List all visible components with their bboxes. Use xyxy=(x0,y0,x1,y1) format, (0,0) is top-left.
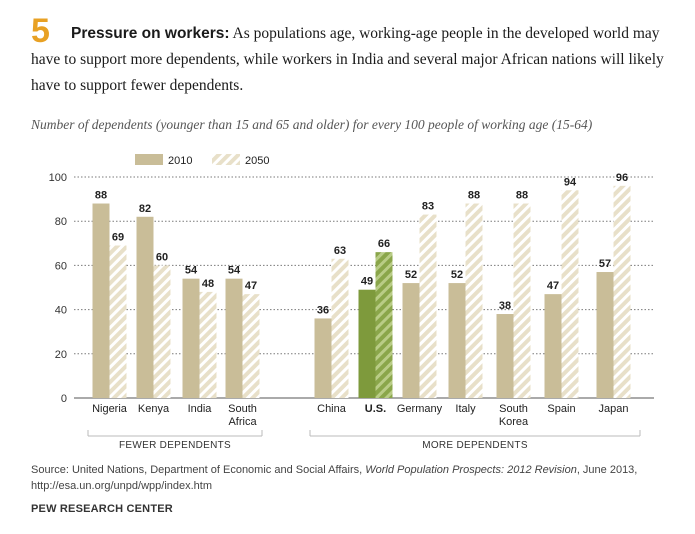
bar-2010-south-korea xyxy=(496,314,514,398)
bar-2050-germany xyxy=(419,214,437,398)
y-tick-label: 20 xyxy=(55,349,67,361)
headline-lead: Pressure on workers: xyxy=(71,25,230,42)
bar-2010-u-s- xyxy=(358,289,376,398)
source-suffix: , June 2013, http://esa.un.org/unpd/wpp/… xyxy=(31,464,638,492)
bars xyxy=(92,185,631,398)
value-label-2010: 57 xyxy=(599,258,611,270)
category-label: Germany xyxy=(397,403,443,415)
value-label-2050: 69 xyxy=(112,232,124,244)
headline-text: As populations age, working-age people i… xyxy=(31,25,664,94)
category-label: South Korea xyxy=(499,403,529,428)
value-label-2010: 54 xyxy=(228,265,241,277)
bar-2050-spain xyxy=(561,190,579,398)
value-label-2010: 36 xyxy=(317,304,329,316)
bar-2050-u-s- xyxy=(375,252,393,398)
bar-2010-germany xyxy=(402,283,420,398)
category-label-line: Africa xyxy=(228,416,257,428)
value-label-2010: 54 xyxy=(185,265,198,277)
legend-label-2050: 2050 xyxy=(245,155,269,167)
category-label: China xyxy=(317,403,347,415)
category-label-line: China xyxy=(317,403,347,415)
bar-2050-china xyxy=(331,258,349,398)
category-label-line: Kenya xyxy=(138,403,170,415)
value-label-2050: 60 xyxy=(156,251,168,263)
value-label-2010: 88 xyxy=(95,190,107,202)
group-label: FEWER DEPENDENTS xyxy=(119,440,231,451)
bar-2010-india xyxy=(182,278,200,398)
value-label-2010: 52 xyxy=(405,269,417,281)
category-label: Spain xyxy=(547,403,575,415)
legend-swatch-2050 xyxy=(212,154,240,165)
bar-2010-china xyxy=(314,318,332,398)
bar-2010-nigeria xyxy=(92,203,110,398)
category-label: India xyxy=(188,403,213,415)
category-label-line: Germany xyxy=(397,403,443,415)
value-label-2050: 47 xyxy=(245,280,257,292)
category-label-line: India xyxy=(188,403,213,415)
category-label: Kenya xyxy=(138,403,170,415)
category-label-line: U.S. xyxy=(365,403,386,415)
value-label-2050: 48 xyxy=(202,278,214,290)
category-label: Japan xyxy=(599,403,629,415)
headline: Pressure on workers: As populations age,… xyxy=(31,21,671,99)
value-label-2010: 47 xyxy=(547,280,559,292)
bar-2010-south-africa xyxy=(225,278,243,398)
bar-2050-italy xyxy=(465,203,483,398)
value-label-2050: 66 xyxy=(378,238,390,250)
y-tick-label: 60 xyxy=(55,260,67,272)
category-label-line: Japan xyxy=(599,403,629,415)
value-label-2050: 83 xyxy=(422,201,434,213)
y-tick-label: 100 xyxy=(49,172,67,184)
value-label-2010: 52 xyxy=(451,269,463,281)
group-label: MORE DEPENDENTS xyxy=(422,440,528,451)
category-label-line: Nigeria xyxy=(92,403,128,415)
category-label: South Africa xyxy=(228,403,257,428)
source-note: Source: United Nations, Department of Ec… xyxy=(31,462,681,494)
category-label-line: Korea xyxy=(499,416,529,428)
y-tick-label: 40 xyxy=(55,305,67,317)
category-label: Nigeria xyxy=(92,403,128,415)
value-label-2010: 38 xyxy=(499,300,511,312)
bar-2050-japan xyxy=(613,185,631,398)
legend-label-2010: 2010 xyxy=(168,155,192,167)
category-label-line: South xyxy=(228,403,257,415)
value-label-2010: 49 xyxy=(361,276,373,288)
category-label-line: Italy xyxy=(455,403,476,415)
y-tick-label: 80 xyxy=(55,216,67,228)
legend-swatch-2010 xyxy=(135,154,163,165)
category-label: Italy xyxy=(455,403,476,415)
legend: 2010 2050 xyxy=(135,154,269,167)
category-label: U.S. xyxy=(365,403,386,415)
value-label-2050: 96 xyxy=(616,172,628,184)
value-label-2050: 88 xyxy=(468,190,480,202)
bar-2010-italy xyxy=(448,283,466,398)
bar-2050-nigeria xyxy=(109,245,127,398)
source-title: World Population Prospects: 2012 Revisio… xyxy=(365,464,577,476)
bar-2050-india xyxy=(199,291,217,398)
category-label-line: Spain xyxy=(547,403,575,415)
value-label-2050: 63 xyxy=(334,245,346,257)
brand-logo-text: PEW RESEARCH CENTER xyxy=(31,503,173,515)
bar-2050-south-africa xyxy=(242,294,260,398)
chart-subtitle: Number of dependents (younger than 15 an… xyxy=(31,117,593,132)
group-brackets: FEWER DEPENDENTS MORE DEPENDENTS xyxy=(87,430,641,451)
section-number: 5 xyxy=(31,12,50,50)
bar-2050-kenya xyxy=(153,265,171,398)
source-prefix: Source: United Nations, Department of Ec… xyxy=(31,464,363,476)
y-tick-label: 0 xyxy=(61,393,67,405)
value-label-2050: 88 xyxy=(516,190,528,202)
value-labels: 88 69 82 60 54 48 54 47 36 63 49 66 52 83 52 88 38 88 47 94… xyxy=(95,172,628,317)
category-label-line: South xyxy=(499,403,528,415)
bar-2050-south-korea xyxy=(513,203,531,398)
value-label-2010: 82 xyxy=(139,203,151,215)
bar-2010-japan xyxy=(596,272,614,398)
bar-2010-kenya xyxy=(136,216,154,398)
bar-2010-spain xyxy=(544,294,562,398)
value-label-2050: 94 xyxy=(564,176,577,188)
